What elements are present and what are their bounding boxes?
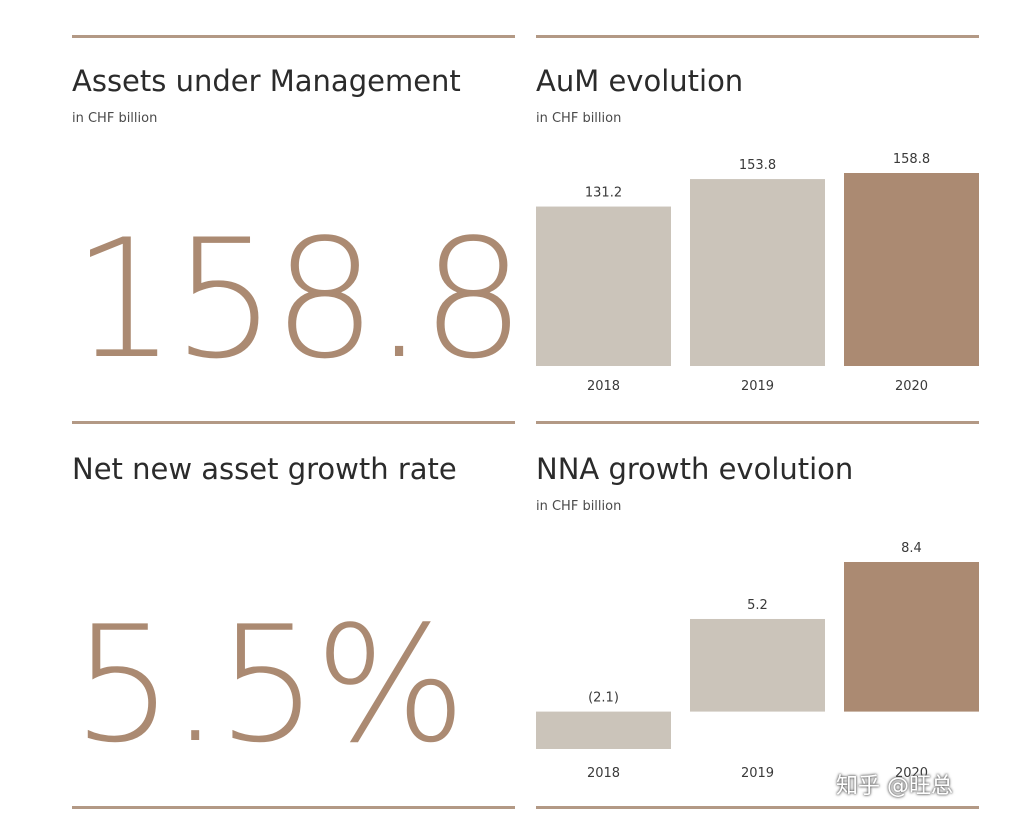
- aum-evolution-chart: 131.2 2018 153.8 2019 158.8 2020: [536, 152, 979, 394]
- nna-evolution-subtitle: in CHF billion: [536, 499, 622, 514]
- nna-big-value: 5.5%: [72, 591, 466, 778]
- aum-subtitle: in CHF billion: [72, 111, 158, 126]
- nna-category-label-2020: 2020: [895, 766, 928, 781]
- nna-evolution-title: NNA growth evolution: [536, 452, 854, 486]
- aum-category-label-2020: 2020: [895, 379, 928, 394]
- aum-category-label-2018: 2018: [587, 379, 620, 394]
- nna-data-label-2020: 8.4: [901, 541, 922, 556]
- rule-top-left: [72, 35, 515, 38]
- nna-category-label-2018: 2018: [587, 766, 620, 781]
- nna-bar-2020: [844, 562, 979, 712]
- aum-bar-2018: [536, 206, 671, 366]
- nna-bar-2018: [536, 711, 671, 749]
- aum-big-value: 158.8: [72, 204, 525, 395]
- nna-bar-2019: [690, 618, 825, 712]
- nna-data-label-2018: (2.1): [588, 691, 619, 706]
- rule-bottom-right: [536, 806, 979, 809]
- aum-data-label-2019: 153.8: [739, 158, 776, 173]
- watermark: 知乎 @旺总: [836, 774, 953, 799]
- aum-evolution-title: AuM evolution: [536, 64, 744, 98]
- rule-middle-right: [536, 421, 979, 424]
- rule-middle-left: [72, 421, 515, 424]
- nna-title: Net new asset growth rate: [72, 452, 457, 486]
- nna-category-label-2019: 2019: [741, 766, 774, 781]
- aum-title: Assets under Management: [72, 64, 461, 98]
- rule-bottom-left: [72, 806, 515, 809]
- aum-data-label-2018: 131.2: [585, 186, 622, 201]
- aum-bar-2020: [844, 173, 979, 366]
- aum-evolution-subtitle: in CHF billion: [536, 111, 622, 126]
- aum-category-label-2019: 2019: [741, 379, 774, 394]
- nna-data-label-2019: 5.2: [747, 598, 768, 613]
- nna-evolution-chart: (2.1) 2018 5.2 2019 8.4 2020: [536, 541, 979, 781]
- rule-top-right: [536, 35, 979, 38]
- aum-bar-2019: [690, 179, 825, 366]
- aum-data-label-2020: 158.8: [893, 152, 930, 167]
